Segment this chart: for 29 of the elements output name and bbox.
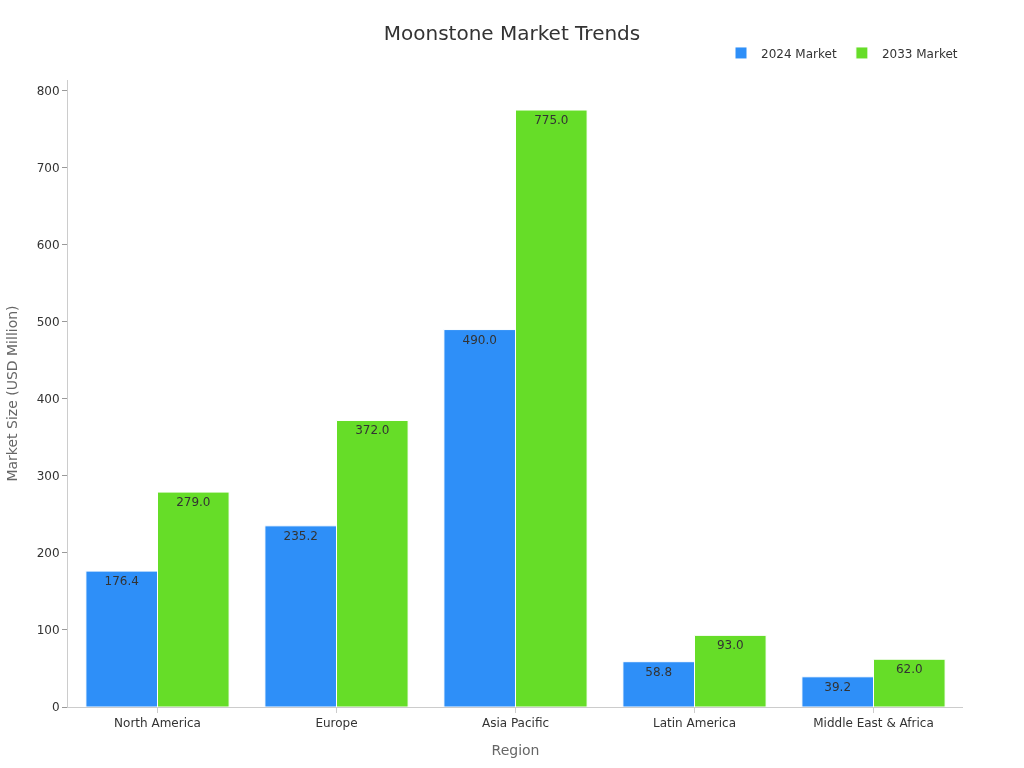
y-tick-label: 200 — [36, 546, 60, 561]
x-tick-label: Europe — [315, 716, 358, 731]
legend-label: 2024 Market — [761, 46, 837, 61]
text: 775.0 — [534, 113, 569, 128]
y-tick-label: 700 — [36, 161, 60, 176]
text: 39.2 — [824, 679, 852, 694]
x-tick-label: Middle East & Africa — [813, 716, 934, 731]
text: 58.8 — [645, 664, 673, 679]
y-tick-label: 300 — [36, 469, 60, 484]
text: 490.0 — [462, 332, 497, 347]
x-tick-label: Asia Pacific — [481, 716, 550, 731]
text: 279.0 — [176, 495, 211, 510]
y-tick-label: 600 — [36, 238, 60, 253]
y-tick-label: 800 — [36, 83, 60, 98]
chart-title: Moonstone Market Trends — [383, 21, 641, 46]
y-tick-label: 100 — [36, 623, 60, 638]
y-tick-label: 500 — [36, 315, 60, 330]
text: 176.4 — [104, 574, 139, 589]
y-axis-title: Market Size (USD Million) — [4, 305, 21, 482]
x-axis-title: Region — [491, 741, 540, 758]
text: 62.0 — [895, 662, 923, 677]
y-tick-label: 400 — [36, 392, 60, 407]
text: 372.0 — [355, 423, 390, 438]
text: 93.0 — [716, 638, 744, 653]
x-tick-label: North America — [114, 716, 201, 731]
y-tick-label: 0 — [51, 700, 60, 715]
legend-label: 2033 Market — [881, 46, 958, 61]
text: 235.2 — [283, 528, 318, 543]
x-tick-label: Latin America — [653, 716, 736, 731]
